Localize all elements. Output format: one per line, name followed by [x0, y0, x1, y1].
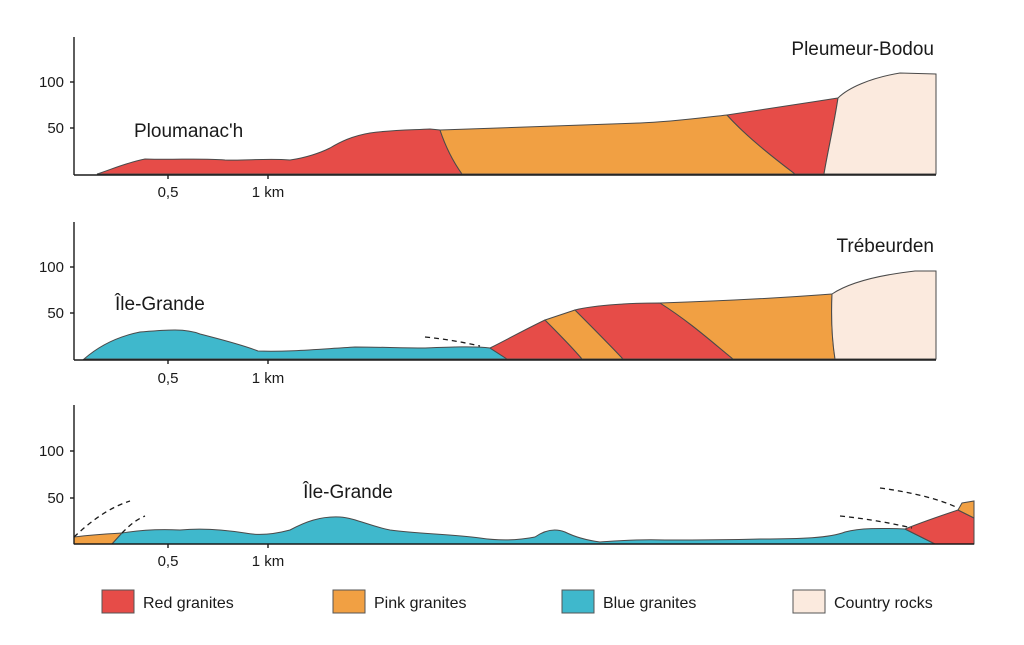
x-tick-label: 1 km	[252, 370, 285, 387]
unit-red-granites	[903, 509, 975, 545]
x-tick-label: 1 km	[252, 184, 285, 201]
legend-label: Pink granites	[374, 595, 467, 612]
fault-line-dashed	[839, 515, 913, 529]
unit-pink-granites	[439, 114, 797, 175]
unit-pink-granites	[957, 500, 975, 519]
legend-item-country-rocks: Country rocks	[792, 589, 933, 614]
unit-red-granites	[96, 128, 463, 175]
x-tick-label: 0,5	[158, 553, 179, 570]
y-tick-label: 100	[39, 259, 64, 276]
legend: Red granites Pink granites Blue granites…	[101, 589, 933, 614]
legend-swatch	[332, 589, 366, 614]
legend-item-pink-granites: Pink granites	[332, 589, 467, 614]
unit-blue-granites	[82, 329, 509, 360]
y-tick-label: 100	[39, 443, 64, 460]
place-label: Pleumeur-Bodou	[791, 39, 934, 60]
y-tick-label: 100	[39, 74, 64, 91]
fault-line-dashed	[121, 515, 146, 534]
profile-ile-grande-trebeurden: 100 50 0,5 1 km Île-Grande Trébeurden	[39, 222, 937, 387]
place-label: Île-Grande	[302, 481, 393, 503]
legend-label: Country rocks	[834, 595, 933, 612]
fault-line-dashed	[73, 500, 131, 538]
legend-label: Blue granites	[603, 595, 696, 612]
place-label: Trébeurden	[836, 236, 934, 257]
legend-swatch	[101, 589, 135, 614]
profile-ploumanach-pleumeur-bodou: 100 50 0,5 1 km Ploumanac'h Pleumeur-Bod…	[39, 37, 937, 201]
y-tick-label: 50	[47, 490, 64, 507]
unit-country-rocks	[831, 270, 937, 360]
y-tick-label: 50	[47, 120, 64, 137]
legend-label: Red granites	[143, 595, 234, 612]
profile-ile-grande: 100 50 0,5 1 km Île-Grande	[39, 405, 975, 570]
unit-blue-granites	[110, 516, 936, 545]
legend-swatch	[561, 589, 595, 614]
place-label: Île-Grande	[114, 293, 205, 315]
unit-country-rocks	[823, 72, 937, 175]
x-tick-label: 0,5	[158, 184, 179, 201]
fault-line-dashed	[879, 487, 959, 509]
legend-swatch	[792, 589, 826, 614]
place-label: Ploumanac'h	[134, 121, 243, 142]
x-tick-label: 1 km	[252, 553, 285, 570]
x-tick-label: 0,5	[158, 370, 179, 387]
legend-item-red-granites: Red granites	[101, 589, 234, 614]
legend-item-blue-granites: Blue granites	[561, 589, 696, 614]
y-tick-label: 50	[47, 305, 64, 322]
fault-line-dashed	[424, 336, 481, 347]
